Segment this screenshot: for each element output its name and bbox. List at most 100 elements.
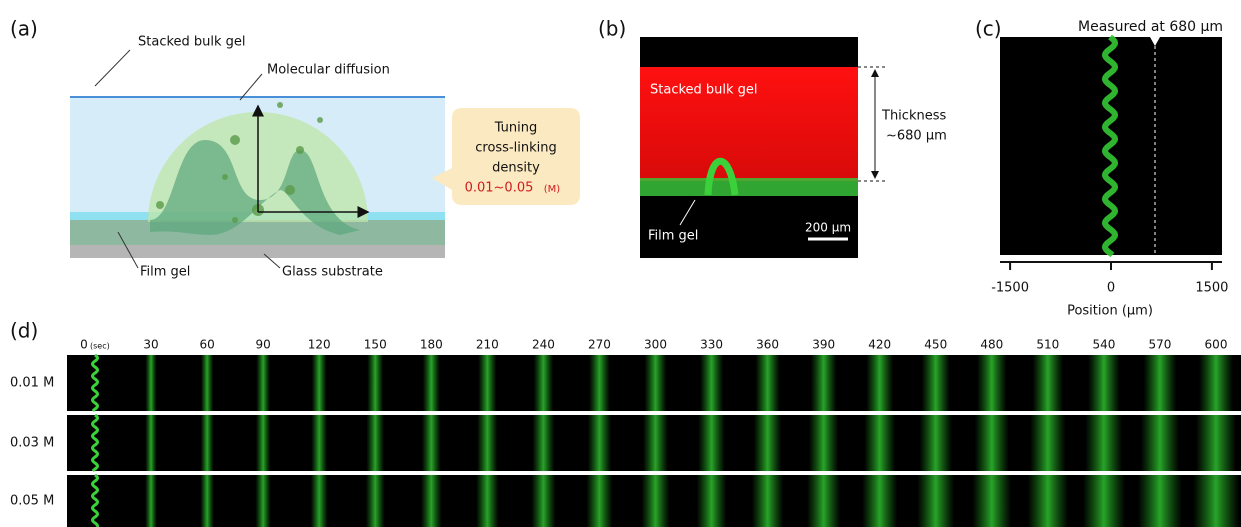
diffusion-band — [975, 415, 1009, 471]
diffusion-band — [256, 355, 270, 411]
diffusion-band — [423, 355, 440, 411]
callout-unit: (M) — [544, 184, 561, 195]
diffusion-band — [642, 475, 670, 527]
label: Molecular diffusion — [267, 63, 390, 78]
diffusion-band — [200, 475, 214, 527]
diffusion-band — [1088, 355, 1120, 411]
time-label: 330 — [700, 338, 723, 352]
diffusion-band — [531, 475, 555, 527]
time-label: 90 — [256, 338, 271, 352]
diffusion-band — [367, 355, 383, 411]
row-label: 0.01 M — [10, 376, 54, 391]
diffusion-band — [752, 475, 784, 527]
green-layer — [640, 178, 858, 196]
diffusion-band — [643, 415, 668, 471]
panel-label: (c) — [975, 17, 1002, 41]
panel-label: (a) — [10, 17, 38, 41]
diffusion-band — [256, 415, 271, 471]
diffusion-band — [811, 355, 837, 411]
callout-line: cross-linking — [475, 141, 557, 156]
diffusion-band — [1141, 415, 1180, 471]
time-label: 480 — [980, 338, 1003, 352]
diffusion-band — [421, 475, 442, 527]
diffusion-band — [145, 475, 157, 527]
diffusion-band — [478, 355, 496, 411]
diffusion-band — [697, 475, 727, 527]
label: Film gel — [648, 229, 698, 244]
diffusion-band — [1196, 415, 1236, 471]
time-label: 540 — [1092, 338, 1115, 352]
time-label: 570 — [1148, 338, 1171, 352]
panel-label: (b) — [598, 17, 626, 41]
diffusion-band — [534, 355, 554, 411]
diffusion-band — [476, 475, 499, 527]
diffusion-band — [977, 355, 1006, 411]
diffusion-band — [645, 355, 667, 411]
x-tick-label: 0 — [1107, 281, 1115, 296]
diffusion-band — [366, 475, 385, 527]
diffusion-band — [755, 355, 779, 411]
callout-range: 0.01~0.05 — [465, 181, 534, 196]
time-label: 390 — [812, 338, 835, 352]
callout-line: Tuning — [494, 121, 538, 136]
diffusion-band — [145, 355, 156, 411]
label: Glass substrate — [282, 265, 383, 280]
diffusion-band — [866, 355, 893, 411]
diffusion-band — [255, 475, 270, 527]
time-unit: (sec) — [90, 342, 110, 351]
time-label: 270 — [588, 338, 611, 352]
diffusion-band — [532, 415, 554, 471]
diffusion-band — [589, 355, 610, 411]
label: ~680 μm — [886, 129, 947, 144]
x-axis-label: Position (μm) — [1067, 304, 1153, 319]
time-label: 240 — [532, 338, 555, 352]
diffusion-band — [145, 415, 157, 471]
diffusion-band — [311, 415, 327, 471]
diffusion-band — [1193, 475, 1239, 527]
time-label: 600 — [1205, 338, 1228, 352]
diffusion-band — [698, 415, 725, 471]
diffusion-band — [972, 475, 1011, 527]
diffusion-band — [1083, 475, 1125, 527]
time-label: 150 — [364, 338, 387, 352]
time-label: 30 — [143, 338, 158, 352]
time-label: 300 — [644, 338, 667, 352]
time-label: 0 — [80, 338, 88, 352]
diffusion-band — [311, 475, 328, 527]
time-label: 210 — [476, 338, 499, 352]
diffusion-band — [586, 475, 612, 527]
row-label: 0.03 M — [10, 436, 54, 451]
diffusion-band — [922, 355, 950, 411]
annotation: Measured at 680 μm — [1078, 19, 1223, 35]
label: Stacked bulk gel — [650, 83, 758, 98]
diffusion-band — [809, 415, 839, 471]
diffusion-band — [1028, 475, 1069, 527]
diffusion-band — [1144, 355, 1177, 411]
diffusion-band — [754, 415, 782, 471]
diffusion-band — [588, 415, 612, 471]
row-label: 0.05 M — [10, 494, 54, 509]
diffusion-band — [201, 355, 213, 411]
panel-a: (a) Stacked bulk gel Molecular diffusion… — [10, 17, 580, 280]
diffusion-band — [367, 415, 385, 471]
scale-bar-label: 200 μm — [805, 221, 851, 235]
time-label: 510 — [1036, 338, 1059, 352]
diffusion-band — [864, 415, 895, 471]
diffusion-band — [312, 355, 327, 411]
x-tick-label: 1500 — [1195, 281, 1228, 296]
time-label: 60 — [199, 338, 214, 352]
film-layer — [70, 220, 445, 245]
x-tick-label: -1500 — [991, 281, 1029, 296]
callout-line: density — [492, 161, 540, 176]
diffusion-band — [1199, 355, 1233, 411]
time-label: 450 — [924, 338, 947, 352]
diffusion-band — [477, 415, 498, 471]
diffusion-band — [1138, 475, 1182, 527]
time-label: 180 — [420, 338, 443, 352]
panel-c: (c) Measured at 680 μm Position (μm) -15… — [975, 17, 1228, 319]
panel-b: (b) Stacked bulk gel Film gel 200 μm Thi… — [598, 17, 947, 259]
time-label: 420 — [868, 338, 891, 352]
diffusion-band — [1033, 355, 1063, 411]
figure: (a) Stacked bulk gel Molecular diffusion… — [0, 0, 1241, 527]
